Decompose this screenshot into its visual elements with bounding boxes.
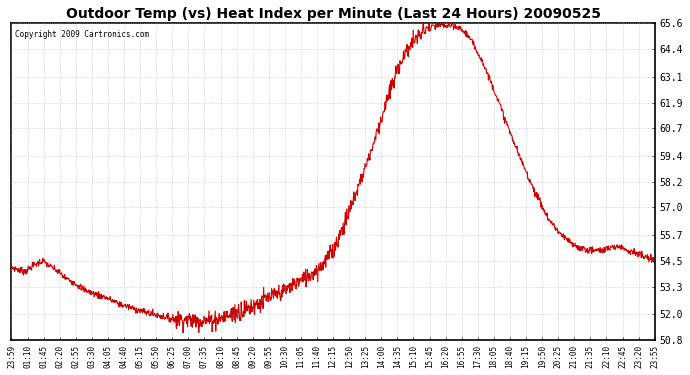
Text: Copyright 2009 Cartronics.com: Copyright 2009 Cartronics.com (14, 30, 149, 39)
Title: Outdoor Temp (vs) Heat Index per Minute (Last 24 Hours) 20090525: Outdoor Temp (vs) Heat Index per Minute … (66, 7, 600, 21)
